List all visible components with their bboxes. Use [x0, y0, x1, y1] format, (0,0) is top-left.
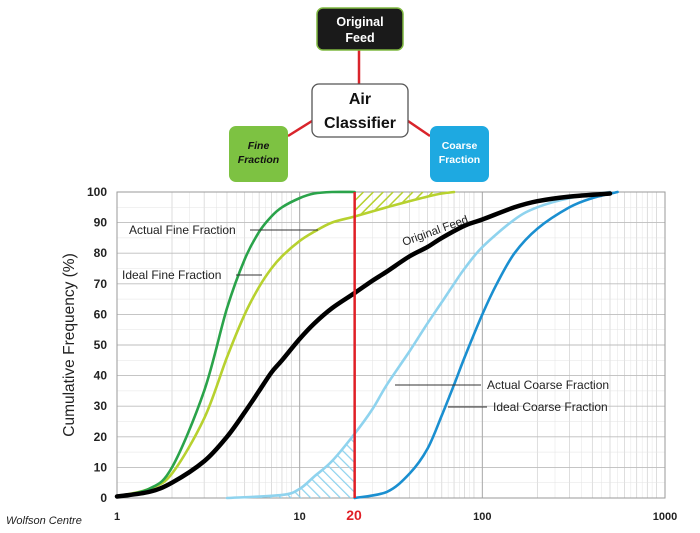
series-line-original-feed: [114, 191, 613, 499]
annotation-ideal-fine: Ideal Fine Fraction: [122, 268, 221, 282]
credit-text: Wolfson Centre: [6, 515, 82, 527]
y-tick-label: 30: [94, 399, 108, 413]
series-line-ideal-fine-fraction: [115, 190, 356, 498]
y-tick-label: 0: [100, 491, 107, 505]
x-axis-ticks: 1 10 100 1000: [114, 511, 677, 523]
x-tick-label: 1000: [653, 511, 677, 523]
y-tick-label: 100: [87, 185, 107, 199]
hatch-fine-misplaced: [354, 192, 455, 217]
air-classifier-label-line2: Classifier: [324, 115, 396, 132]
x-tick-label: 100: [473, 511, 491, 523]
fine-fraction-box: Fine Fraction: [229, 126, 288, 182]
y-axis-label: Cumulative Frequency (%): [61, 253, 78, 436]
y-tick-label: 10: [94, 460, 108, 474]
original-feed-box: Original Feed: [316, 7, 404, 51]
original-feed-label-line2: Feed: [345, 31, 374, 45]
air-classifier-label-line1: Air: [349, 91, 371, 108]
connector-fine: [287, 119, 313, 138]
x-tick-label: 1: [114, 511, 120, 523]
annotation-actual-coarse: Actual Coarse Fraction: [487, 378, 609, 392]
original-feed-label-line1: Original: [336, 15, 383, 29]
y-tick-label: 20: [94, 430, 108, 444]
series-lines: [114, 190, 619, 500]
x-tick-label: 10: [294, 511, 306, 523]
annotation-ideal-coarse: Ideal Coarse Fraction: [493, 400, 608, 414]
fine-fraction-label-line1: Fine: [248, 140, 270, 152]
coarse-fraction-label-line2: Fraction: [439, 154, 480, 166]
annotation-actual-fine: Actual Fine Fraction: [129, 223, 236, 237]
coarse-fraction-box: Coarse Fraction: [430, 126, 489, 182]
series-line-actual-coarse-fraction: [225, 190, 612, 500]
hatched-regions: [226, 192, 455, 498]
fine-fraction-label-line2: Fraction: [238, 154, 279, 166]
y-tick-label: 70: [94, 277, 108, 291]
y-tick-label: 80: [94, 246, 108, 260]
connector-coarse: [407, 119, 431, 138]
hatch-coarse-misplaced: [226, 433, 355, 498]
y-tick-label: 40: [94, 369, 108, 383]
cut-size-label: 20: [346, 507, 362, 523]
y-axis-ticks: 0 10 20 30 40 50 60 70 80 90 100: [87, 185, 107, 505]
coarse-fraction-label-line1: Coarse: [442, 140, 478, 152]
air-classifier-box: Air Classifier: [311, 83, 409, 138]
y-tick-label: 90: [94, 216, 108, 230]
y-tick-label: 60: [94, 307, 108, 321]
series-line-ideal-coarse-fraction: [353, 190, 619, 500]
y-tick-label: 50: [94, 338, 108, 352]
process-diagram: Original Feed Air Classifier Fine Fracti…: [229, 7, 489, 182]
series-line-actual-fine-fraction: [115, 190, 456, 498]
